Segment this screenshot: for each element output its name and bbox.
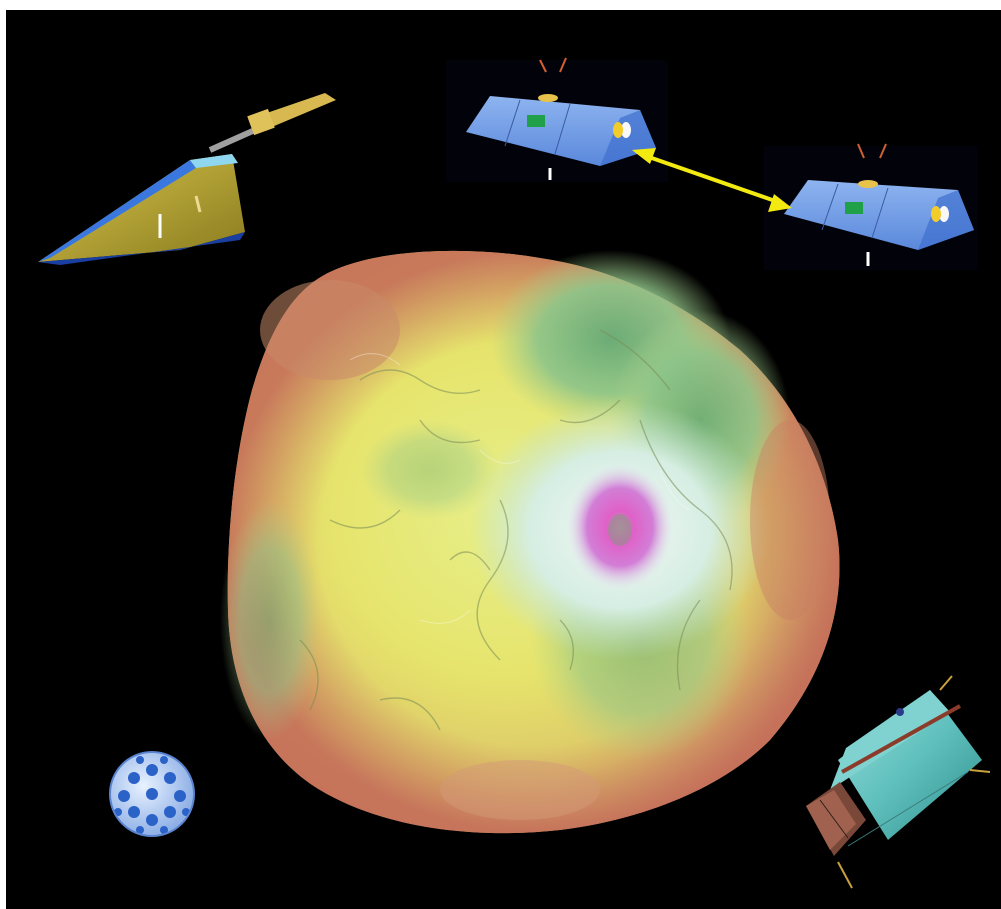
twin-tracking-satellite-b <box>784 143 974 266</box>
inter-satellite-link-arrow <box>632 148 792 212</box>
laser-ranging-satellite <box>109 751 195 837</box>
solar-panel-satellite <box>38 93 336 265</box>
image-margin-left <box>0 0 6 909</box>
geoid-globe <box>220 250 840 834</box>
cylindrical-satellite <box>806 675 991 889</box>
twin-tracking-satellite-a <box>466 57 656 180</box>
image-margin-top <box>0 0 1001 10</box>
